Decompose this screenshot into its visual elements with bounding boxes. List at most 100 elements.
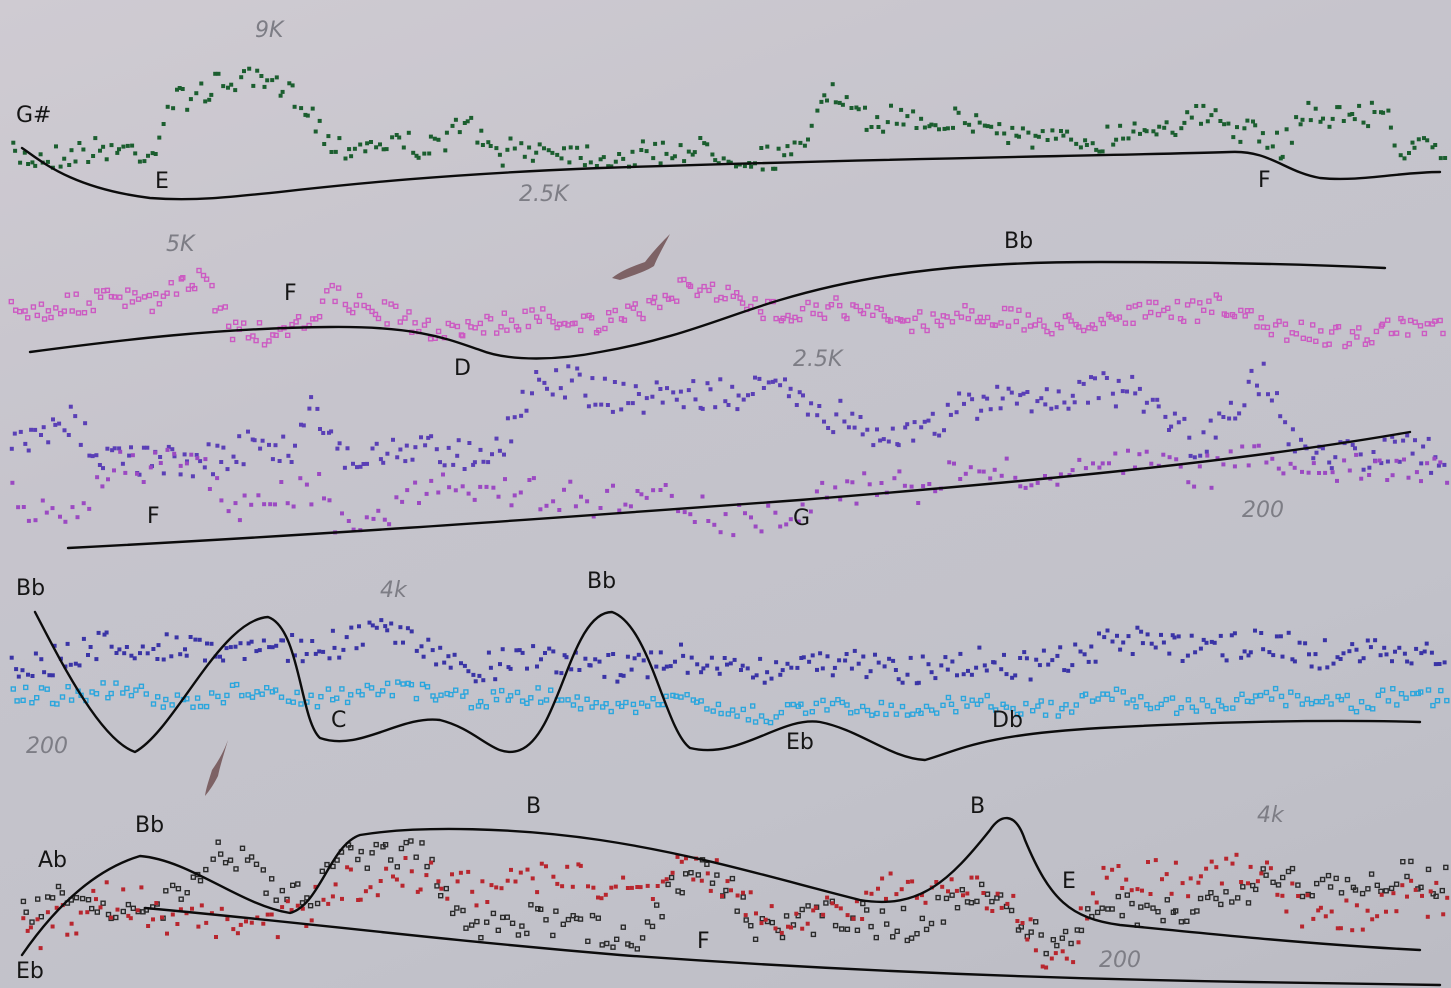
dot [1248,308,1254,314]
dot [1377,458,1382,463]
dot [870,312,876,318]
dot [1442,660,1447,665]
dot [1271,653,1276,658]
dot [1200,307,1207,313]
dot [272,687,279,693]
dot [962,303,968,309]
dot [1390,473,1395,478]
dot [1249,699,1255,705]
dot [261,342,268,348]
dot [1217,411,1222,416]
dot [1184,302,1191,308]
dot [1438,460,1443,465]
dot [1024,656,1029,661]
dot [203,703,210,710]
dot [1125,389,1129,394]
dot [1078,145,1083,150]
dot [734,713,740,719]
dot [761,386,766,390]
dot [678,694,684,700]
dot [825,654,830,659]
dot [417,501,421,505]
dot [339,686,345,692]
dot [1066,668,1071,673]
dot [1050,937,1057,943]
dot [509,867,513,872]
dot [882,664,887,669]
dot [497,152,502,157]
dot [1223,312,1230,318]
dot [454,905,460,911]
dot [14,698,20,704]
dot [262,502,267,507]
dot [342,301,349,308]
note-label: B [970,794,985,819]
dot [406,309,412,315]
dot [413,480,418,485]
dot [610,944,616,950]
dot [443,885,449,892]
dot [356,292,363,299]
dot [945,694,952,701]
dot [267,442,271,447]
dot [307,903,314,909]
dot [809,401,814,406]
dot [1402,156,1407,161]
dot [745,666,750,671]
dot [1280,893,1285,898]
dot [1086,400,1090,405]
dot [337,655,342,660]
dot [153,450,158,455]
dot [1193,708,1200,714]
dot [1337,105,1342,110]
dot [1354,334,1360,340]
dot [1349,329,1356,335]
dot [505,697,511,703]
dot [1174,298,1181,305]
dot [1169,424,1174,429]
dot [1115,633,1119,638]
dot [651,488,656,493]
note-label: Ab [38,848,67,873]
dot [869,891,874,896]
dot [1124,700,1130,706]
dot [50,673,55,678]
dot [1097,149,1102,154]
dot [813,905,818,910]
dot [494,330,500,336]
dot [129,445,133,450]
dot [599,942,605,948]
dot [1437,662,1442,666]
dot [1445,895,1450,900]
dot [215,476,220,481]
note-label: Eb [786,730,814,755]
dot [1440,330,1446,337]
dot [1255,879,1260,884]
dot [344,635,349,640]
dot [273,897,279,903]
dot [550,932,556,939]
dot [1155,397,1160,402]
dot [1133,704,1139,710]
dot [748,890,753,895]
dot [1113,404,1118,409]
dot [1309,893,1315,899]
dot [263,890,269,896]
dot [625,886,630,890]
dot [583,656,588,661]
dot [1213,292,1220,298]
dot [163,696,169,703]
dot [45,159,50,164]
dot [920,323,927,329]
dot [279,887,285,894]
dot [87,506,92,511]
dot [1044,387,1049,392]
dot [120,908,127,915]
dot [779,934,786,941]
dot [301,423,306,428]
dot [438,692,444,698]
dot [1022,650,1027,655]
dot [12,431,17,436]
dot [745,717,752,723]
dot [673,659,677,664]
